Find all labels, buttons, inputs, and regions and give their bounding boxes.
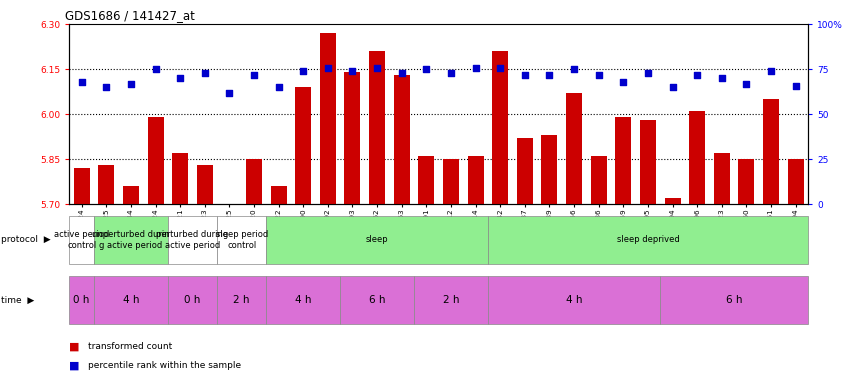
Bar xyxy=(714,153,730,204)
Point xyxy=(124,81,138,87)
Bar xyxy=(295,87,311,204)
Text: 6 h: 6 h xyxy=(369,295,386,305)
Point xyxy=(739,81,753,87)
Text: unperturbed durin
g active period: unperturbed durin g active period xyxy=(92,230,170,250)
Text: 6 h: 6 h xyxy=(726,295,742,305)
Point xyxy=(75,79,89,85)
Bar xyxy=(98,165,114,204)
Point xyxy=(395,70,409,76)
Text: 0 h: 0 h xyxy=(74,295,90,305)
Bar xyxy=(147,117,163,204)
Bar xyxy=(640,120,656,204)
Bar xyxy=(763,99,779,204)
Point xyxy=(173,75,187,81)
Text: transformed count: transformed count xyxy=(88,342,173,351)
Bar xyxy=(739,159,755,204)
Bar xyxy=(246,159,262,204)
Text: sleep period
control: sleep period control xyxy=(216,230,268,250)
Text: GDS1686 / 141427_at: GDS1686 / 141427_at xyxy=(65,9,195,22)
Point xyxy=(444,70,458,76)
Point xyxy=(149,66,162,72)
Bar xyxy=(393,75,409,204)
Bar xyxy=(320,33,336,204)
Text: ■: ■ xyxy=(69,361,80,370)
Bar xyxy=(541,135,558,204)
Point xyxy=(493,64,507,70)
Bar xyxy=(664,198,680,204)
Point xyxy=(371,64,384,70)
Bar xyxy=(123,186,139,204)
Bar xyxy=(492,51,508,204)
Text: 2 h: 2 h xyxy=(442,295,459,305)
Text: active period
control: active period control xyxy=(54,230,109,250)
Bar xyxy=(468,156,484,204)
Point xyxy=(469,64,482,70)
Point xyxy=(321,64,335,70)
Bar xyxy=(172,153,188,204)
Bar xyxy=(197,165,213,204)
Point xyxy=(296,68,310,74)
Point xyxy=(346,68,360,74)
Point xyxy=(592,72,606,78)
Point xyxy=(764,68,777,74)
Point xyxy=(272,84,285,90)
Point xyxy=(247,72,261,78)
Bar xyxy=(369,51,385,204)
Text: time  ▶: time ▶ xyxy=(1,296,34,304)
Bar xyxy=(615,117,631,204)
Bar xyxy=(566,93,582,204)
Point xyxy=(715,75,728,81)
Bar xyxy=(591,156,607,204)
Bar xyxy=(271,186,287,204)
Point xyxy=(617,79,630,85)
Point xyxy=(690,72,704,78)
Point xyxy=(641,70,655,76)
Point xyxy=(666,84,679,90)
Text: percentile rank within the sample: percentile rank within the sample xyxy=(88,361,241,370)
Text: 4 h: 4 h xyxy=(123,295,140,305)
Point xyxy=(518,72,531,78)
Bar xyxy=(517,138,533,204)
Text: perturbed during
active period: perturbed during active period xyxy=(157,230,228,250)
Text: 4 h: 4 h xyxy=(566,295,582,305)
Bar xyxy=(74,168,90,204)
Bar xyxy=(443,159,459,204)
Point xyxy=(788,82,802,88)
Text: ■: ■ xyxy=(69,342,80,352)
Point xyxy=(542,72,556,78)
Text: protocol  ▶: protocol ▶ xyxy=(1,236,51,244)
Bar xyxy=(344,72,360,204)
Bar xyxy=(418,156,434,204)
Bar xyxy=(788,159,804,204)
Text: sleep: sleep xyxy=(365,236,388,244)
Text: sleep deprived: sleep deprived xyxy=(617,236,679,244)
Point xyxy=(568,66,581,72)
Point xyxy=(420,66,433,72)
Point xyxy=(100,84,113,90)
Bar xyxy=(689,111,706,204)
Point xyxy=(198,70,212,76)
Text: 4 h: 4 h xyxy=(295,295,311,305)
Point xyxy=(222,90,236,96)
Text: 2 h: 2 h xyxy=(233,295,250,305)
Text: 0 h: 0 h xyxy=(184,295,201,305)
